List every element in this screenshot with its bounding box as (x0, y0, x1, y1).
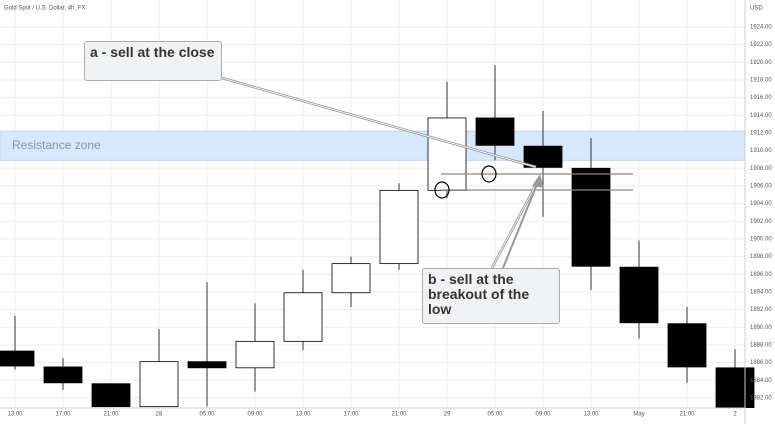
x-tick-label: 17:00 (55, 412, 71, 418)
y-axis-label: USD (750, 6, 763, 12)
circle-marker (434, 181, 450, 199)
y-tick-label: 1910.00 (750, 148, 772, 154)
x-tick-label: 05:00 (487, 412, 503, 418)
x-tick-label: May (633, 412, 644, 418)
candle-body (0, 350, 35, 367)
x-tick-label: 28 (156, 412, 163, 418)
y-tick-label: 1914.00 (750, 113, 772, 119)
y-tick-label: 1890.00 (750, 325, 772, 331)
y-tick-label: 1882.00 (750, 395, 772, 401)
x-tick-label: 21:00 (103, 412, 119, 418)
candle-body (187, 361, 227, 369)
candle-body (331, 263, 371, 294)
candle-body (91, 383, 131, 408)
y-tick-label: 1902.00 (750, 219, 772, 225)
x-tick-label: 21:00 (391, 412, 407, 418)
candle-body (427, 117, 467, 191)
x-tick-label: 13:00 (295, 412, 311, 418)
y-tick-label: 1900.00 (750, 236, 772, 242)
candle-body (43, 366, 83, 384)
candle-body (475, 117, 515, 146)
x-tick-label: 29 (444, 412, 451, 418)
candle-body (715, 367, 755, 408)
x-tick-label: 09:00 (247, 412, 263, 418)
zone-label: Resistance zone (12, 138, 101, 152)
circle-marker (481, 165, 497, 183)
candle-body (619, 266, 659, 324)
candle-body (379, 189, 419, 265)
candle-body (571, 167, 611, 267)
y-tick-label: 1888.00 (750, 342, 772, 348)
annotation: b - sell at the breakout of the low (422, 268, 560, 324)
y-tick-label: 1912.00 (750, 131, 772, 137)
y-tick-label: 1898.00 (750, 254, 772, 260)
arrow-b (502, 176, 541, 269)
candle-body (283, 292, 323, 342)
y-tick-label: 1904.00 (750, 201, 772, 207)
x-tick-label: 21:00 (679, 412, 695, 418)
candle-body (235, 340, 275, 369)
y-tick-label: 1920.00 (750, 60, 772, 66)
y-tick-label: 1922.00 (750, 42, 772, 48)
resistance-zone (0, 130, 746, 161)
y-tick-label: 1916.00 (750, 95, 772, 101)
y-tick-label: 1884.00 (750, 378, 772, 384)
y-tick-label: 1906.00 (750, 184, 772, 190)
drawings (221, 76, 633, 269)
x-tick-label: 13:00 (583, 412, 599, 418)
arrow-head (532, 174, 544, 188)
y-tick-label: 1886.00 (750, 360, 772, 366)
candle-body (139, 361, 179, 408)
y-tick-label: 1892.00 (750, 307, 772, 313)
y-tick-label: 1924.00 (750, 25, 772, 31)
y-tick-label: 1894.00 (750, 289, 772, 295)
x-tick-label: 13:00 (7, 412, 23, 418)
chart-title: Gold Spot / U.S. Dollar, 4h, FX (4, 6, 85, 12)
x-tick-label: 05:00 (199, 412, 215, 418)
arrow-b (491, 176, 541, 269)
candle-body (667, 323, 707, 368)
y-tick-label: 1908.00 (750, 166, 772, 172)
arrow-a (221, 77, 537, 168)
annotation: a - sell at the close (84, 41, 222, 81)
x-tick-label: 09:00 (535, 412, 551, 418)
y-tick-label: 1918.00 (750, 78, 772, 84)
x-tick-label: 17:00 (343, 412, 359, 418)
y-tick-label: 1896.00 (750, 272, 772, 278)
candle-body (523, 145, 563, 168)
x-tick-label: 2 (733, 412, 737, 418)
